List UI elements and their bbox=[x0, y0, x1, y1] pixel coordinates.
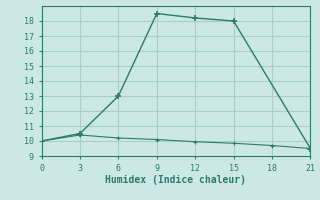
X-axis label: Humidex (Indice chaleur): Humidex (Indice chaleur) bbox=[106, 175, 246, 185]
